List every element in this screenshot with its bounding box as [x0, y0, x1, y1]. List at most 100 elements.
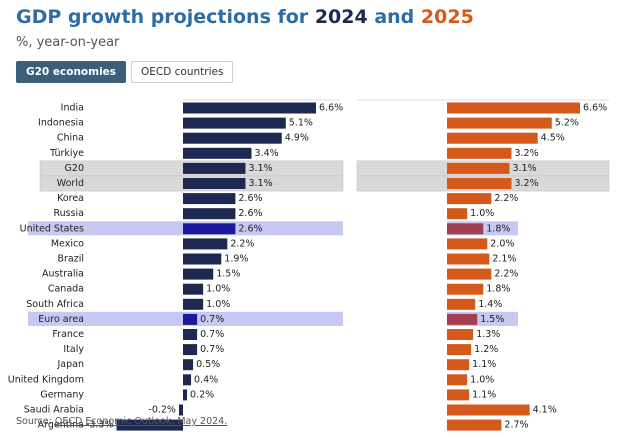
bar [447, 329, 474, 340]
value-label: 2.2% [230, 238, 254, 249]
category-label: World [57, 178, 84, 189]
value-label: 2.6% [238, 208, 262, 219]
value-label: 3.1% [248, 163, 272, 174]
bar [447, 178, 512, 189]
value-label: 1.1% [472, 359, 496, 370]
value-label: 3.2% [514, 148, 538, 159]
subtitle: %, year-on-year [16, 35, 120, 50]
value-label: 1.0% [470, 374, 494, 385]
title-year: 2025 [420, 6, 474, 28]
category-label: Euro area [38, 314, 84, 325]
value-label: 1.5% [216, 269, 240, 280]
value-label: 0.7% [200, 344, 224, 355]
bar [183, 117, 286, 129]
value-label: 2.2% [494, 269, 518, 280]
value-label: 2.2% [494, 193, 518, 204]
bar [447, 404, 530, 416]
category-label: United States [20, 223, 84, 234]
value-label: 1.0% [206, 284, 230, 295]
bar [183, 208, 236, 220]
bar [183, 389, 188, 401]
bar [447, 419, 502, 431]
tab[interactable]: OECD countries [131, 61, 234, 83]
bar [447, 208, 468, 220]
value-label: 6.6% [319, 103, 343, 114]
bar [447, 359, 470, 371]
category-label: France [52, 329, 84, 340]
value-label: 2.6% [238, 223, 262, 234]
category-label: South Africa [26, 299, 84, 310]
category-label: India [61, 103, 84, 114]
bar [183, 298, 204, 310]
source-prefix: Source: [16, 416, 52, 427]
value-label: 2.6% [238, 193, 262, 204]
bar [447, 374, 468, 386]
value-label: 1.0% [206, 299, 230, 310]
title-year: 2024 [314, 6, 368, 28]
value-label: 0.4% [194, 374, 218, 385]
value-label: 1.8% [486, 284, 510, 295]
category-label: Brazil [57, 254, 84, 265]
source-link[interactable]: OECD Economic Outlook, May 2024. [54, 416, 228, 427]
bar [183, 253, 222, 265]
category-label: Indonesia [38, 118, 84, 129]
value-label: 3.1% [248, 178, 272, 189]
bar [183, 329, 198, 340]
bar [447, 132, 538, 144]
category-label: China [57, 133, 84, 144]
value-label: 5.1% [289, 118, 313, 129]
value-label: 1.1% [472, 389, 496, 400]
value-label: 2.1% [492, 254, 516, 265]
category-label: Australia [42, 269, 84, 280]
value-label: 1.3% [476, 329, 500, 340]
value-label: 1.0% [470, 208, 494, 219]
bar [447, 117, 552, 129]
bar [183, 102, 316, 114]
bar [447, 193, 492, 205]
bar [183, 162, 246, 174]
bar [183, 359, 194, 371]
value-label: 2.7% [504, 420, 528, 431]
value-label: 0.7% [200, 314, 224, 325]
category-label: Türkiye [49, 148, 84, 159]
value-label: 5.2% [555, 118, 579, 129]
category-label: Russia [53, 208, 84, 219]
value-label: -3.3% [86, 420, 114, 431]
bar [183, 374, 192, 386]
value-label: -0.2% [148, 405, 176, 416]
category-label: G20 [65, 163, 84, 174]
title-text: and [374, 6, 415, 28]
bar [447, 102, 580, 114]
category-label: Germany [40, 389, 84, 400]
bar [183, 223, 236, 235]
bar [447, 253, 490, 265]
value-label: 6.6% [583, 103, 607, 114]
value-label: 0.2% [190, 389, 214, 400]
bar [178, 404, 183, 416]
bar [447, 344, 472, 356]
tab[interactable]: G20 economies [16, 61, 127, 83]
bar [116, 419, 183, 431]
bar [447, 313, 478, 325]
bar [183, 193, 236, 205]
category-label: Italy [63, 344, 84, 355]
bar [183, 344, 198, 356]
chart-title: GDP growth projections for 2024 and 2025 [16, 6, 474, 28]
bar [447, 147, 512, 159]
bar [447, 238, 488, 250]
category-label: United Kingdom [8, 374, 84, 385]
value-label: 3.1% [512, 163, 536, 174]
bar [447, 162, 510, 174]
category-label: Argentina [38, 420, 84, 431]
category-label: Canada [48, 284, 84, 295]
bar [183, 147, 252, 159]
value-label: 4.5% [541, 133, 565, 144]
value-label: 1.2% [474, 344, 498, 355]
value-label: 4.1% [533, 405, 557, 416]
value-label: 1.9% [224, 254, 248, 265]
bar [183, 268, 214, 280]
bar [183, 238, 228, 250]
bar [447, 298, 476, 310]
